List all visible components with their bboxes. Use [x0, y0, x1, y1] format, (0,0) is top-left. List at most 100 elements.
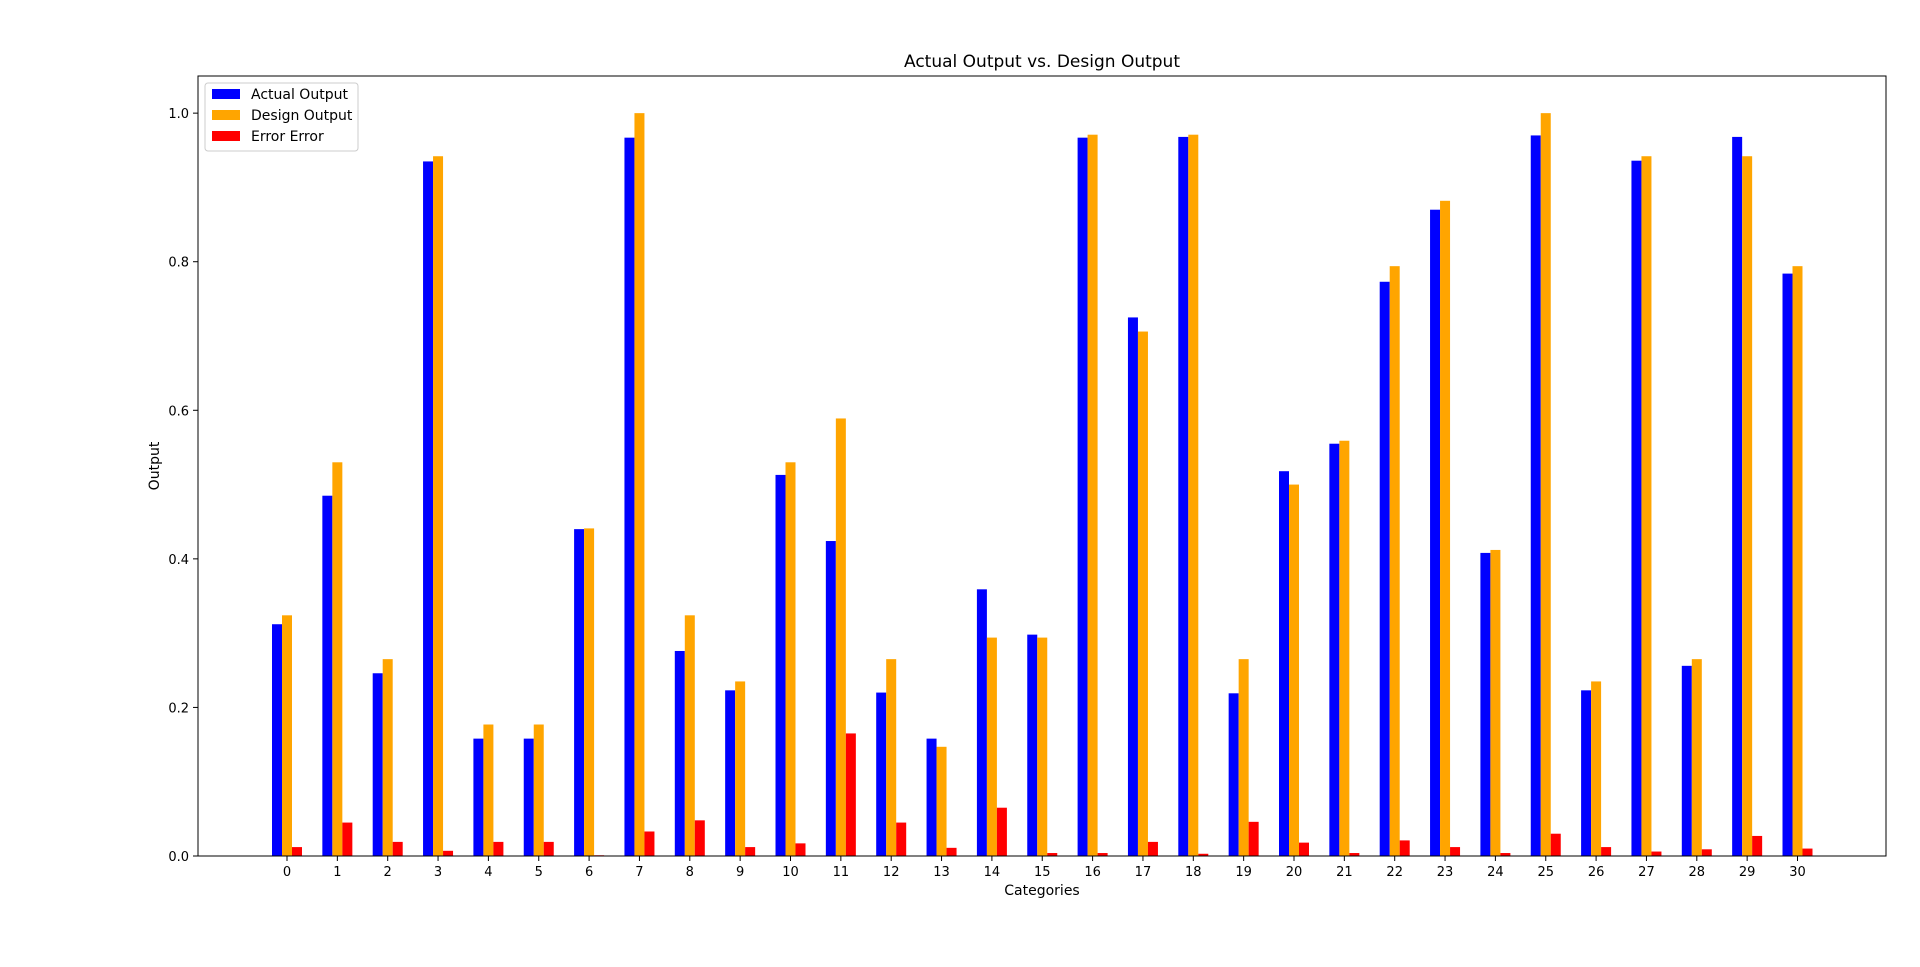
bar-design-output-29: [1742, 156, 1753, 857]
bar-design-output-6: [584, 528, 595, 856]
x-tick-label: 28: [1689, 865, 1706, 880]
bar-error-error-15: [1047, 853, 1058, 856]
bar-error-error-2: [392, 841, 403, 856]
x-tick-label: 25: [1537, 865, 1554, 880]
x-tick-label: 21: [1336, 865, 1353, 880]
bar-actual-output-5: [523, 738, 534, 856]
bar-design-output-3: [433, 156, 444, 857]
bar-design-output-12: [886, 659, 897, 856]
bar-actual-output-21: [1329, 443, 1340, 856]
bar-error-error-1: [342, 822, 353, 856]
bar-design-output-22: [1389, 266, 1400, 856]
y-axis: 0.0 0.2 0.4 0.6 0.8 1.0: [168, 107, 198, 865]
bar-error-error-23: [1450, 847, 1461, 856]
legend-label-error-error: Error Error: [251, 129, 324, 145]
bar-error-error-30: [1802, 848, 1813, 856]
x-tick-label: 2: [384, 865, 392, 880]
bar-error-error-22: [1399, 840, 1410, 856]
bar-design-output-14: [986, 637, 997, 856]
bar-actual-output-0: [272, 624, 282, 856]
bar-actual-output-17: [1127, 317, 1138, 856]
bar-error-error-9: [745, 847, 756, 856]
bar-actual-output-10: [775, 474, 786, 856]
x-tick-label: 24: [1487, 865, 1504, 880]
bar-actual-output-25: [1530, 135, 1541, 856]
bar-actual-output-18: [1178, 136, 1189, 856]
bar-actual-output-11: [825, 541, 836, 856]
legend-label-actual-output: Actual Output: [251, 87, 348, 103]
bar-actual-output-6: [574, 529, 585, 856]
bar-design-output-27: [1641, 156, 1652, 857]
bar-design-output-18: [1188, 134, 1199, 856]
bar-error-error-12: [896, 822, 907, 856]
y-axis-label: Output: [147, 441, 163, 490]
bar-design-output-7: [634, 113, 645, 856]
bar-design-output-8: [684, 615, 695, 856]
x-tick-label: 5: [535, 865, 543, 880]
chart-title: Actual Output vs. Design Output: [904, 52, 1180, 72]
x-tick-label: 13: [933, 865, 950, 880]
bar-error-error-14: [996, 807, 1007, 856]
bar-error-error-0: [292, 847, 302, 856]
bar-error-error-8: [694, 820, 705, 856]
bar-actual-output-22: [1379, 281, 1390, 856]
legend-swatch-design-output: [212, 110, 240, 120]
bar-design-output-20: [1289, 484, 1299, 856]
x-tick-label: 27: [1638, 865, 1655, 880]
x-tick-label: 10: [782, 865, 799, 880]
x-tick-label: 8: [686, 865, 694, 880]
x-tick-label: 4: [484, 865, 492, 880]
bar-error-error-26: [1601, 847, 1612, 856]
bar-error-error-17: [1147, 841, 1158, 856]
bar-design-output-30: [1792, 266, 1803, 856]
bar-error-error-7: [644, 831, 655, 856]
bar-actual-output-24: [1480, 552, 1491, 856]
x-tick-label: 17: [1135, 865, 1152, 880]
x-tick-label: 26: [1588, 865, 1605, 880]
bar-design-output-10: [785, 462, 796, 856]
x-axis: 0 1 2 3 4 5 6 7 8 9 10 11 12 13 14 15 16 17 18 19 20 21 22 23 24…: [283, 856, 1806, 880]
bar-error-error-5: [543, 841, 554, 856]
bar-design-output-17: [1137, 331, 1148, 856]
legend-swatch-error-error: [212, 131, 240, 141]
bar-actual-output-20: [1279, 471, 1289, 856]
x-tick-label: 0: [283, 865, 291, 880]
y-tick-label: 1.0: [168, 107, 189, 122]
bar-error-error-4: [493, 841, 504, 856]
bar-design-output-11: [835, 418, 846, 856]
x-tick-label: 9: [736, 865, 744, 880]
y-tick-label: 0.6: [168, 404, 189, 419]
x-tick-label: 12: [883, 865, 900, 880]
bar-error-error-29: [1752, 835, 1763, 856]
bar-actual-output-23: [1430, 209, 1441, 856]
legend-label-design-output: Design Output: [251, 108, 353, 124]
bar-design-output-19: [1238, 659, 1249, 856]
bar-error-error-16: [1097, 853, 1108, 856]
bar-error-error-19: [1248, 821, 1259, 856]
bar-design-output-28: [1691, 659, 1702, 856]
bar-design-output-1: [332, 462, 343, 856]
bar-design-output-15: [1037, 637, 1048, 856]
x-tick-label: 30: [1789, 865, 1806, 880]
bar-error-error-24: [1500, 853, 1511, 856]
legend-frame: [204, 82, 359, 152]
bar-design-output-25: [1540, 113, 1551, 856]
x-tick-label: 15: [1034, 865, 1051, 880]
bar-error-error-25: [1550, 833, 1561, 856]
y-tick-label: 0.0: [168, 850, 189, 865]
bar-design-output-0: [282, 615, 292, 856]
bar-design-output-16: [1087, 134, 1098, 856]
bar-actual-output-15: [1027, 634, 1038, 856]
legend-swatch-actual-output: [212, 89, 240, 99]
bars-layer: [272, 113, 1813, 857]
bar-actual-output-29: [1732, 136, 1743, 856]
bar-actual-output-13: [926, 738, 937, 856]
bar-actual-output-30: [1782, 273, 1793, 857]
bar-actual-output-19: [1228, 693, 1239, 856]
bar-actual-output-2: [372, 673, 383, 856]
bar-actual-output-9: [725, 690, 736, 856]
bar-error-error-21: [1349, 853, 1360, 856]
bar-design-output-4: [483, 724, 494, 856]
x-tick-label: 7: [635, 865, 643, 880]
